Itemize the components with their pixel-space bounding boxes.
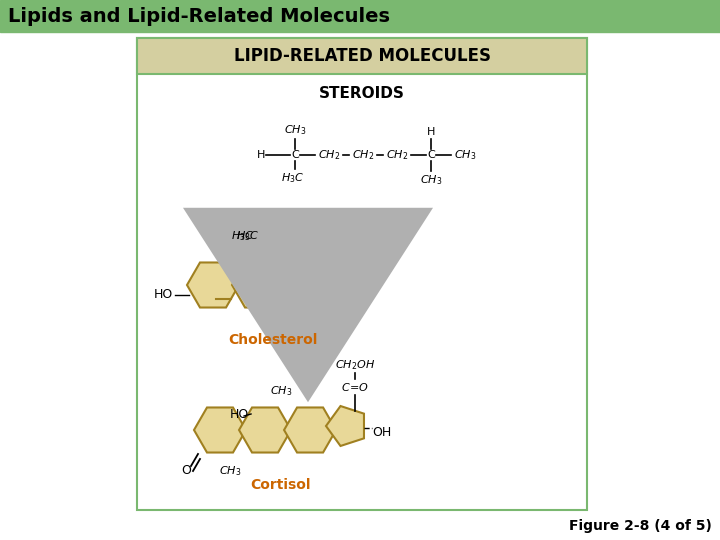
Text: $CH_3$: $CH_3$ bbox=[454, 148, 476, 162]
Text: H: H bbox=[257, 150, 265, 160]
Text: H: H bbox=[427, 127, 435, 137]
Text: C: C bbox=[291, 150, 299, 160]
Text: O: O bbox=[181, 464, 191, 477]
Text: $CH_2OH$: $CH_2OH$ bbox=[335, 358, 375, 372]
Polygon shape bbox=[187, 262, 239, 307]
Text: $CH_3$: $CH_3$ bbox=[284, 123, 306, 137]
Polygon shape bbox=[194, 408, 246, 453]
Text: $CH_2$: $CH_2$ bbox=[318, 148, 340, 162]
Polygon shape bbox=[319, 261, 357, 301]
Text: STEROIDS: STEROIDS bbox=[319, 85, 405, 100]
Text: $H_3C$: $H_3C$ bbox=[231, 229, 254, 243]
Text: $H_3C$: $H_3C$ bbox=[282, 171, 305, 185]
Text: $CH_3$: $CH_3$ bbox=[420, 173, 442, 187]
Bar bbox=[0, 0, 720, 32]
Polygon shape bbox=[232, 262, 284, 307]
Text: C: C bbox=[427, 150, 435, 160]
Text: $C\!=\!O$: $C\!=\!O$ bbox=[341, 381, 369, 393]
Text: $CH_2$: $CH_2$ bbox=[352, 148, 374, 162]
Text: $CH_3$: $CH_3$ bbox=[270, 384, 292, 398]
Text: HO: HO bbox=[230, 408, 249, 421]
Text: $H_3C$: $H_3C$ bbox=[236, 229, 260, 243]
Text: HO: HO bbox=[154, 288, 173, 301]
Bar bbox=[137, 38, 587, 510]
Text: LIPID-RELATED MOLECULES: LIPID-RELATED MOLECULES bbox=[233, 47, 490, 65]
Text: $CH_2$: $CH_2$ bbox=[386, 148, 408, 162]
Text: Figure 2-8 (4 of 5): Figure 2-8 (4 of 5) bbox=[569, 519, 712, 533]
Text: OH: OH bbox=[372, 426, 391, 438]
Polygon shape bbox=[284, 408, 336, 453]
Bar bbox=[137, 38, 587, 74]
Text: Cortisol: Cortisol bbox=[250, 478, 310, 492]
Polygon shape bbox=[326, 406, 364, 446]
Text: $CH_3$: $CH_3$ bbox=[219, 464, 241, 478]
Polygon shape bbox=[239, 408, 291, 453]
Text: Cholesterol: Cholesterol bbox=[228, 333, 318, 347]
Polygon shape bbox=[277, 262, 329, 307]
Text: Lipids and Lipid-Related Molecules: Lipids and Lipid-Related Molecules bbox=[8, 6, 390, 25]
